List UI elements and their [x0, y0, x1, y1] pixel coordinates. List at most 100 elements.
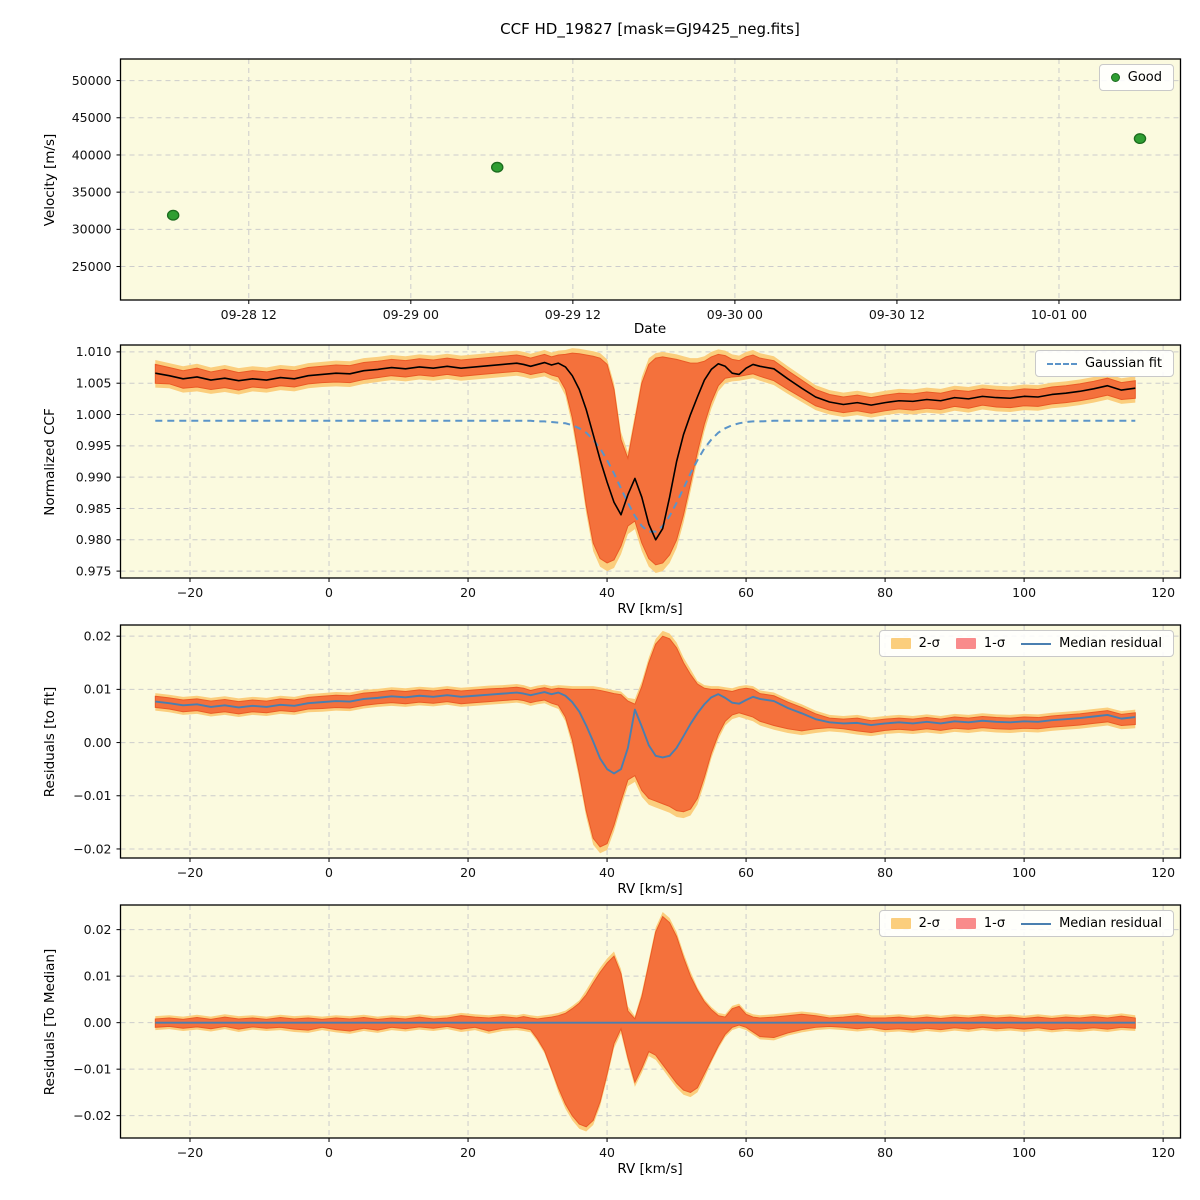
x-tick-label: 80 — [877, 1145, 893, 1160]
x-axis-label-rv-2: RV [km/s] — [617, 881, 683, 897]
x-tick-label: 100 — [1012, 865, 1036, 880]
x-tick-label: 60 — [738, 865, 754, 880]
y-tick-label: 50000 — [72, 73, 112, 88]
y-tick-label: 0.980 — [76, 532, 112, 547]
x-tick-label: 09-30 12 — [869, 307, 925, 322]
y-tick-label: 0.995 — [76, 438, 112, 453]
y-tick-label: −0.02 — [73, 1108, 111, 1123]
legend-gaussian-fit: Gaussian fit — [1034, 350, 1174, 377]
patch2-swatch-icon — [890, 638, 911, 649]
legend-item: Median residual — [1021, 636, 1162, 651]
patch1-swatch-icon — [955, 918, 976, 929]
x-tick-label: 09-30 00 — [707, 307, 763, 322]
legend-velocity: Good — [1098, 64, 1174, 91]
patch2-swatch-icon — [890, 918, 911, 929]
x-tick-label: 60 — [738, 1145, 754, 1160]
axes-frame — [119, 624, 1182, 859]
y-tick-label: 0.990 — [76, 469, 112, 484]
x-tick-label: 60 — [738, 585, 754, 600]
legend-item: 2-σ — [890, 636, 940, 651]
x-tick-label: 09-29 00 — [383, 307, 439, 322]
x-tick-label: −20 — [177, 865, 203, 880]
x-tick-label: 120 — [1151, 865, 1175, 880]
x-tick-label: 20 — [460, 865, 476, 880]
y-tick-label: 0.00 — [84, 735, 112, 750]
legend-label: Gaussian fit — [1084, 356, 1162, 371]
y-axis-label-residuals-to-fit: Residuals [to fit] — [42, 686, 58, 798]
legend-label: 2-σ — [918, 636, 940, 651]
patch1-swatch-icon — [955, 638, 976, 649]
legend-item: 2-σ — [890, 916, 940, 931]
y-tick-label: −0.01 — [73, 788, 111, 803]
y-tick-label: 0.01 — [84, 682, 112, 697]
y-tick-label: 1.010 — [76, 344, 112, 359]
y-tick-label: 1.005 — [76, 376, 112, 391]
y-axis-label-velocity: Velocity [m/s] — [42, 133, 58, 227]
y-axis-label-normalized-ccf: Normalized CCF — [42, 408, 58, 516]
y-tick-label: 0.02 — [84, 628, 112, 643]
x-tick-label: 120 — [1151, 585, 1175, 600]
x-tick-label: 100 — [1012, 585, 1036, 600]
y-tick-label: 30000 — [72, 222, 112, 237]
legend-residuals-fit: 2-σ 1-σ Median residual — [878, 630, 1174, 657]
sigma1-band — [154, 352, 1136, 566]
dot-swatch-icon — [1110, 73, 1120, 82]
legend-item: 1-σ — [955, 636, 1006, 651]
y-tick-label: 0.975 — [76, 563, 112, 578]
x-axis-label-rv-1: RV [km/s] — [617, 601, 683, 617]
legend-label: 1-σ — [983, 916, 1006, 931]
data-point — [490, 161, 504, 173]
x-tick-label: 09-28 12 — [221, 307, 277, 322]
y-tick-label: 40000 — [72, 147, 112, 162]
x-tick-label: 0 — [325, 585, 333, 600]
y-tick-label: −0.02 — [73, 841, 111, 856]
x-tick-label: 80 — [877, 585, 893, 600]
sigma1-band — [154, 635, 1136, 848]
data-point — [1133, 133, 1147, 145]
x-tick-label: 40 — [599, 1145, 615, 1160]
line-swatch-icon — [1021, 922, 1052, 925]
axes-frame — [119, 344, 1182, 579]
legend-label: 2-σ — [918, 916, 940, 931]
legend-item: Good — [1110, 70, 1162, 85]
line-swatch-icon — [1021, 642, 1052, 645]
gaussian-fit-line — [155, 419, 1136, 533]
legend-residuals-median: 2-σ 1-σ Median residual — [878, 910, 1174, 937]
y-tick-label: −0.01 — [73, 1061, 111, 1076]
x-axis-label-date: Date — [633, 321, 667, 337]
median-residual-line — [155, 691, 1136, 775]
ccf-line — [155, 361, 1136, 541]
data-point — [166, 209, 180, 221]
x-tick-label: 10-01 00 — [1031, 307, 1087, 322]
y-tick-label: 35000 — [72, 184, 112, 199]
x-tick-label: 80 — [877, 865, 893, 880]
legend-item: Gaussian fit — [1046, 356, 1162, 371]
y-axis-label-residuals-to-median: Residuals [To Median] — [42, 948, 58, 1096]
x-tick-label: 40 — [599, 585, 615, 600]
y-tick-label: 0.01 — [84, 968, 112, 983]
y-tick-label: 1.000 — [76, 407, 112, 422]
legend-label: Median residual — [1059, 916, 1162, 931]
y-tick-label: 25000 — [72, 259, 112, 274]
y-tick-label: 45000 — [72, 110, 112, 125]
x-tick-label: 20 — [460, 585, 476, 600]
x-tick-label: −20 — [177, 585, 203, 600]
y-tick-label: 0.02 — [84, 922, 112, 937]
legend-label: 1-σ — [983, 636, 1006, 651]
x-tick-label: 120 — [1151, 1145, 1175, 1160]
axes-frame — [119, 58, 1182, 301]
legend-label: Good — [1127, 70, 1162, 85]
x-tick-label: 100 — [1012, 1145, 1036, 1160]
plot-background — [120, 59, 1181, 300]
x-tick-label: −20 — [177, 1145, 203, 1160]
figure-title: CCF HD_19827 [mask=GJ9425_neg.fits] — [500, 20, 800, 38]
x-tick-label: 40 — [599, 865, 615, 880]
legend-item: Median residual — [1021, 916, 1162, 931]
dash-swatch-icon — [1046, 362, 1077, 365]
y-tick-label: 0.985 — [76, 501, 112, 516]
x-tick-label: 09-29 12 — [545, 307, 601, 322]
y-tick-label: 0.00 — [84, 1015, 112, 1030]
x-axis-label-rv-3: RV [km/s] — [617, 1161, 683, 1177]
axes-frame — [119, 904, 1182, 1139]
legend-label: Median residual — [1059, 636, 1162, 651]
